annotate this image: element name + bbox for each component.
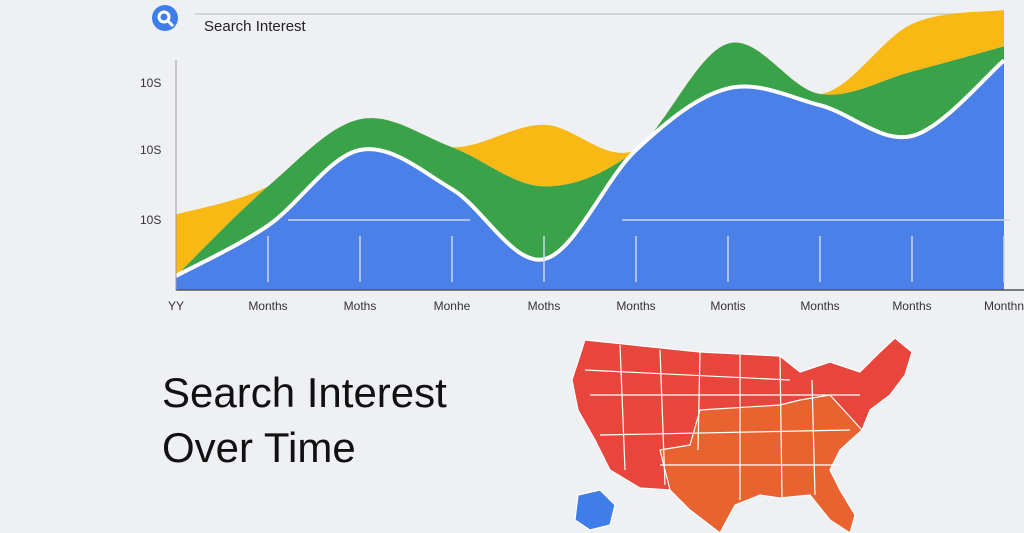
plot <box>175 10 1010 291</box>
x-tick-label: Months <box>800 299 839 313</box>
x-tick-label: Moths <box>528 299 561 313</box>
x-tick-label: Monhe <box>434 299 471 313</box>
x-tick-label: Monthn <box>984 299 1024 313</box>
heading-line: Search Interest <box>162 369 447 416</box>
heading-line: Over Time <box>162 424 356 471</box>
search-bar-text[interactable]: Search Interest <box>204 18 307 35</box>
x-tick-label: Moths <box>344 299 377 313</box>
search-icon <box>152 5 178 31</box>
area <box>176 10 1004 276</box>
x-tick-label: Montis <box>710 299 745 313</box>
y-axis-text: 10S <box>140 76 161 90</box>
area-edge <box>175 58 1006 278</box>
y-axis-text: 10S <box>140 143 161 157</box>
us-map <box>571 337 913 533</box>
x-tick-label: Months <box>248 299 287 313</box>
x-tick-label: Months <box>892 299 931 313</box>
y-axis-text: 10S <box>140 213 161 227</box>
area <box>176 60 1004 291</box>
x-tick-label: YY <box>168 299 184 313</box>
x-tick-label: Months <box>616 299 655 313</box>
